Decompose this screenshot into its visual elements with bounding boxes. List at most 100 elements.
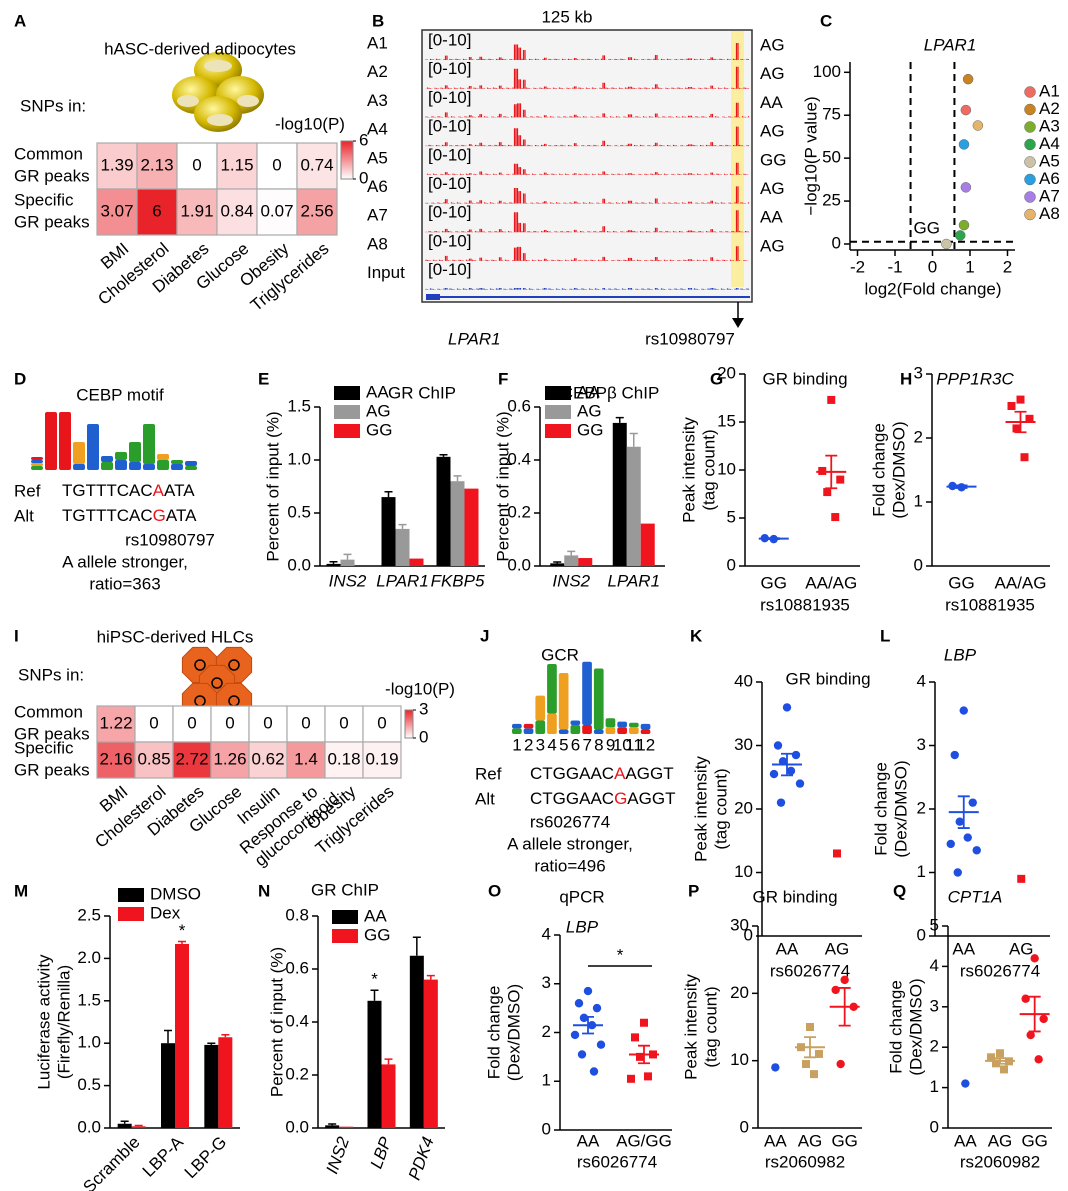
panel-title: GCR — [541, 645, 579, 664]
bar — [381, 497, 396, 566]
sequence-part: TGTTTCAC — [62, 481, 153, 500]
bar — [409, 955, 424, 1128]
legend-label: A6 — [1039, 169, 1060, 188]
legend-label: GG — [364, 925, 390, 944]
row-header: SNPs in: — [18, 665, 84, 684]
cell-label: 0 — [149, 713, 158, 732]
y-tick-label: 2.5 — [77, 905, 101, 924]
cell-label: 1.26 — [213, 749, 246, 768]
annotation: * — [617, 945, 624, 964]
point — [782, 703, 792, 712]
point — [577, 1050, 587, 1059]
error-bar — [384, 491, 393, 498]
colorbar-tick-label: 6 — [359, 130, 368, 149]
logo-position: 2 — [524, 735, 533, 754]
point — [815, 1049, 823, 1058]
y-axis-label: −log10(P value) — [801, 96, 820, 215]
y-tick-label: 100 — [813, 62, 841, 81]
sequence-label: Ref — [14, 481, 41, 500]
sem-bar — [955, 484, 968, 489]
bar — [423, 979, 438, 1128]
cell-label: 2.13 — [140, 155, 173, 174]
heat-cell — [216, 142, 258, 190]
y-tick-label: 4 — [542, 924, 551, 943]
x-tick-label: 0 — [928, 257, 937, 276]
legend-label: AA — [364, 906, 387, 925]
cell-label: 0 — [377, 713, 386, 732]
bar — [640, 523, 655, 566]
logo-block — [535, 695, 546, 721]
track-range: [0-10] — [428, 145, 471, 164]
heat-cell — [362, 705, 402, 743]
snp-arrowhead — [732, 318, 744, 328]
sequence: CTGGAACGAGGT — [530, 789, 675, 808]
y-tick-label: 50 — [822, 148, 841, 167]
cell-label: 2.72 — [175, 749, 208, 768]
heat-cell — [256, 188, 298, 236]
error-bar — [178, 940, 186, 944]
logo-position: 4 — [547, 735, 556, 754]
panel-title: LBP — [944, 645, 977, 664]
track-range: [0-10] — [428, 117, 471, 136]
point — [627, 1074, 635, 1083]
point — [570, 1030, 580, 1040]
logo-block — [171, 460, 183, 464]
y-tick-label: 0.6 — [507, 396, 531, 415]
y-tick-label: 2.0 — [77, 948, 101, 967]
cell-label: 1.91 — [180, 201, 213, 220]
legend-swatch — [545, 405, 571, 419]
point — [1026, 1030, 1035, 1040]
point — [1000, 1065, 1008, 1074]
cell-nucleus — [194, 659, 206, 671]
sem-bar — [582, 1016, 594, 1035]
bar — [464, 488, 479, 566]
sequence: TGTTTCACGATA — [62, 506, 197, 525]
y-tick-label: 1 — [930, 1077, 939, 1096]
panel-label: B — [372, 11, 384, 30]
colorbar-label: -log10(P) — [275, 114, 345, 133]
cell-label: 0.07 — [260, 201, 293, 220]
logo-position: 3 — [536, 735, 545, 754]
point — [963, 833, 972, 842]
point — [1016, 395, 1025, 404]
heat-cell — [248, 741, 288, 779]
legend-label: AA — [366, 382, 389, 401]
point — [1034, 1055, 1043, 1064]
panel-title: hASC-derived adipocytes — [104, 39, 296, 58]
point — [958, 139, 970, 150]
y-tick-label: 30 — [730, 915, 749, 934]
point — [823, 488, 832, 497]
legend-marker — [1024, 208, 1036, 221]
error-bar — [453, 475, 462, 482]
track-range: [0-10] — [428, 231, 471, 250]
error-bar — [426, 974, 435, 980]
y-tick-label: 0.2 — [507, 502, 531, 521]
y-tick-label: 0 — [740, 1117, 749, 1136]
x-tick-label: GG — [831, 1131, 857, 1150]
point — [827, 395, 836, 404]
point — [644, 1072, 652, 1081]
point — [636, 1052, 644, 1061]
legend-label: A5 — [1039, 151, 1060, 170]
y-tick-label: 20 — [730, 983, 749, 1002]
panel-label: F — [498, 369, 508, 388]
point — [778, 757, 788, 766]
point — [946, 839, 955, 849]
point — [960, 182, 972, 193]
legend-label: AA — [577, 382, 600, 401]
track-name: A5 — [367, 148, 388, 167]
point — [631, 1033, 639, 1042]
point — [1021, 994, 1030, 1003]
colorbar-label: -log10(P) — [385, 679, 455, 698]
logo-block — [129, 462, 141, 470]
cell-label: 0.85 — [137, 749, 170, 768]
point — [961, 1079, 970, 1088]
y-axis-label: Percent of input (%) — [263, 411, 282, 561]
panel-label: M — [14, 881, 28, 900]
y-tick-label: 1 — [914, 491, 923, 510]
panel-title: GR ChIP — [311, 880, 379, 899]
point — [640, 1018, 648, 1027]
point — [1030, 954, 1039, 963]
panel-label: N — [258, 881, 270, 900]
error-bar — [615, 416, 624, 423]
